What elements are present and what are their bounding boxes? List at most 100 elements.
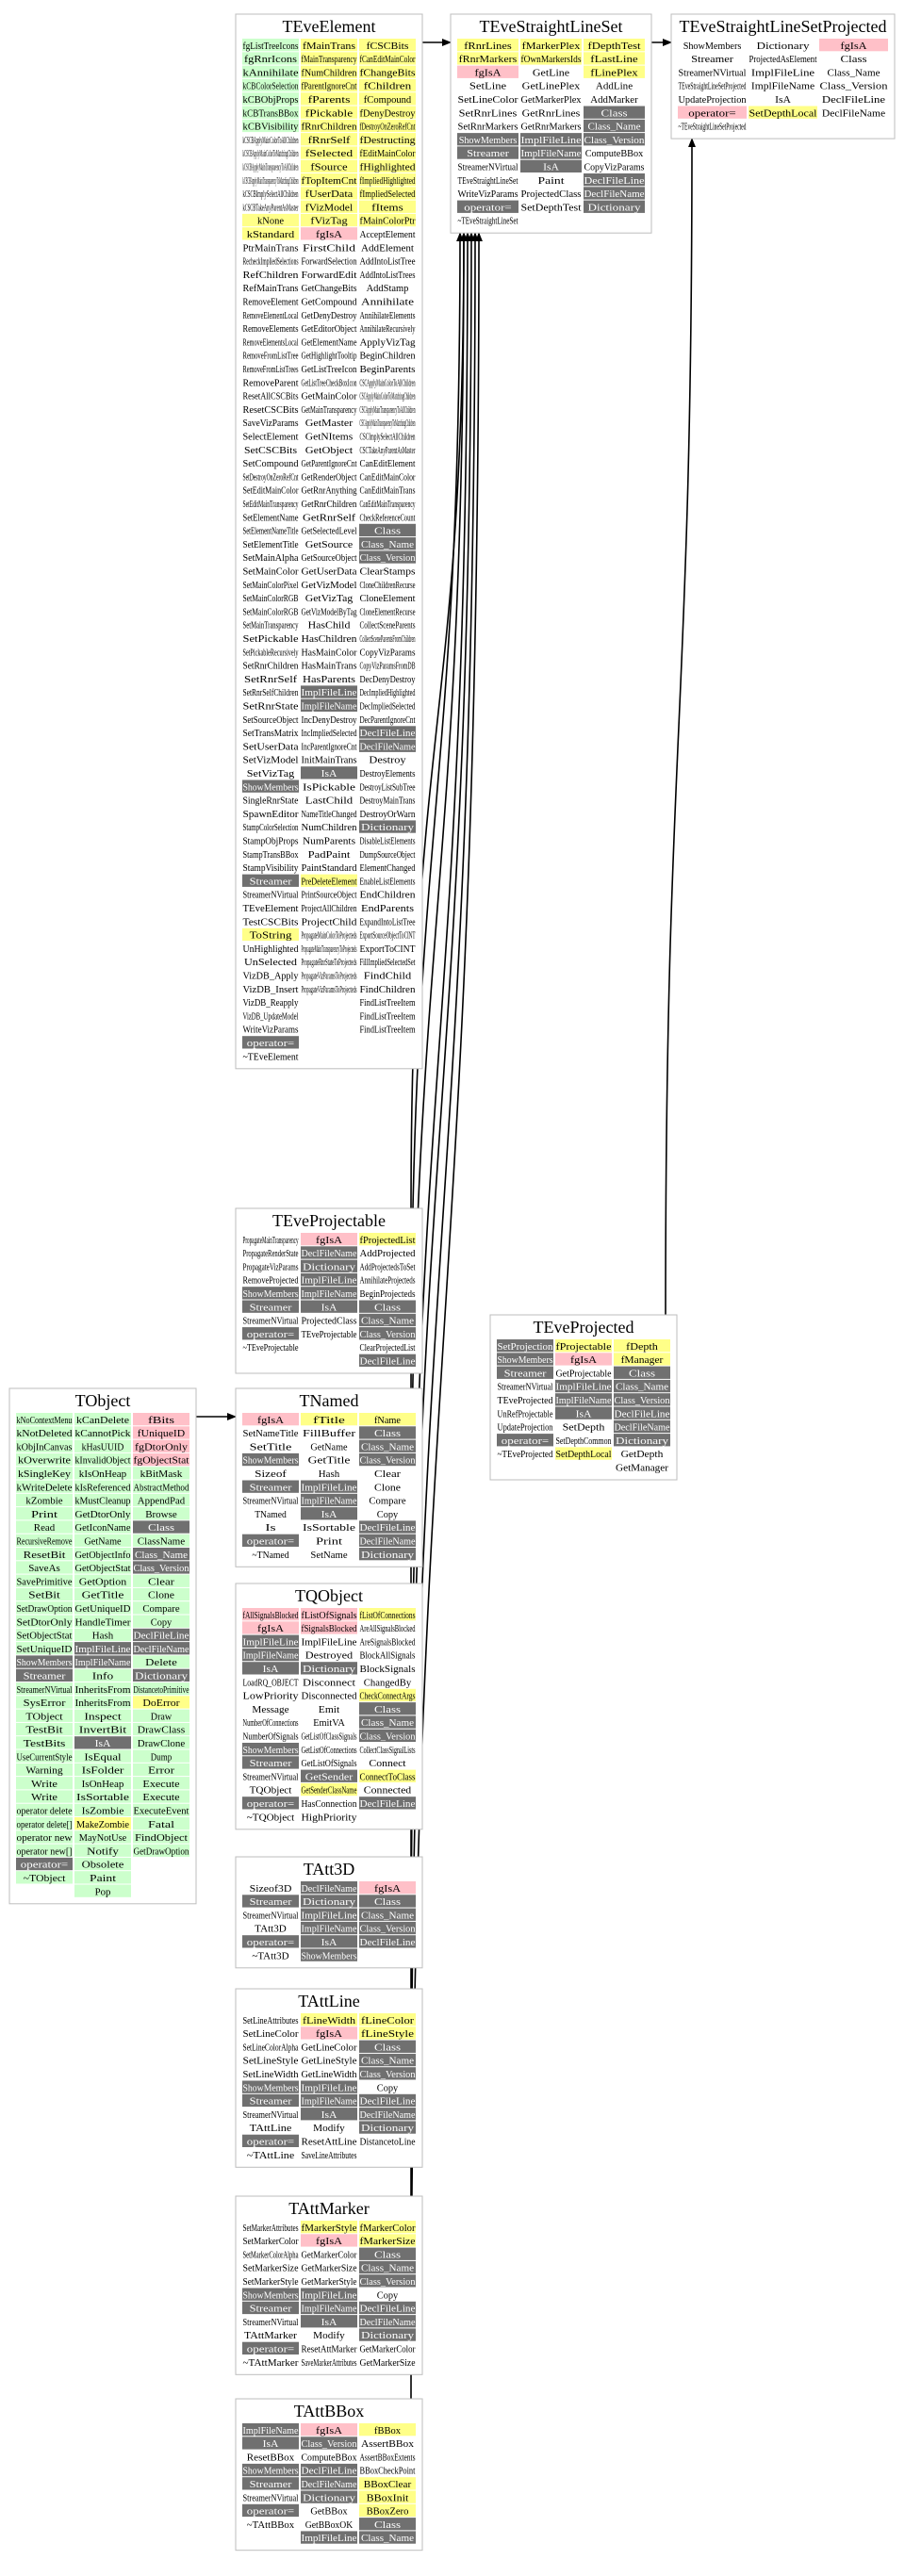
member-entry[interactable]: kSingleKey	[18, 1468, 72, 1480]
member-entry[interactable]: ImplFileLine	[302, 2289, 357, 2301]
member-entry[interactable]: fDestroyOnZeroRefCnt	[360, 122, 416, 133]
member-entry[interactable]: fTitle	[313, 1415, 345, 1426]
member-entry[interactable]: kNoContextMenu	[17, 1415, 73, 1426]
member-entry[interactable]: GetName	[84, 1536, 121, 1548]
member-entry[interactable]: VizDB_Reapply	[243, 997, 299, 1009]
member-entry[interactable]: GetSender	[305, 1771, 354, 1782]
member-entry[interactable]: Sizeof3D	[250, 1883, 292, 1895]
member-entry[interactable]: IsEqual	[84, 1751, 121, 1763]
member-entry[interactable]: GetMaster	[305, 418, 354, 429]
member-entry[interactable]: SetMainColorRGB	[243, 606, 299, 617]
member-entry[interactable]: fLinePlex	[590, 67, 638, 78]
member-entry[interactable]: Dictionary	[135, 1671, 189, 1682]
member-entry[interactable]: Pop	[95, 1886, 111, 1897]
member-entry[interactable]: Fatal	[148, 1819, 174, 1830]
member-entry[interactable]: ImplFileLine	[302, 1482, 357, 1493]
member-entry[interactable]: LowPriority	[243, 1691, 300, 1702]
member-entry[interactable]: fRnrChildren	[302, 122, 357, 133]
member-entry[interactable]: CopyVizParams	[360, 647, 416, 658]
member-entry[interactable]: Class	[374, 1704, 401, 1715]
member-entry[interactable]: AnnihilateRecursively	[360, 323, 416, 335]
member-entry[interactable]: fHighlighted	[360, 162, 417, 173]
member-entry[interactable]: ImplFileName	[556, 1395, 612, 1406]
member-entry[interactable]: Class_Version	[360, 1731, 416, 1743]
member-entry[interactable]: ResetAttLine	[302, 2137, 357, 2148]
member-entry[interactable]: GetDtorOnly	[75, 1509, 132, 1520]
member-entry[interactable]: IsA	[775, 94, 791, 106]
member-entry[interactable]: fSelected	[305, 148, 354, 159]
member-entry[interactable]: IsA	[321, 2109, 337, 2121]
member-entry[interactable]: StreamerNVirtual	[498, 1382, 553, 1393]
member-entry[interactable]: TEveElement	[243, 903, 299, 914]
member-entry[interactable]: HandleTimer	[75, 1616, 131, 1628]
member-entry[interactable]: GetVizModelByTag	[302, 606, 357, 617]
member-entry[interactable]: GetTitle	[308, 1455, 351, 1467]
member-entry[interactable]: Class_Name	[361, 2056, 414, 2067]
member-entry[interactable]: Class	[374, 2042, 401, 2053]
member-entry[interactable]: ForwardEdit	[302, 270, 357, 281]
member-entry[interactable]: Class_Name	[616, 1382, 668, 1393]
member-entry[interactable]: operator=	[247, 1536, 294, 1548]
member-entry[interactable]: GetLineStyle	[302, 2056, 357, 2067]
member-entry[interactable]: ~TAttMarker	[243, 2357, 299, 2369]
member-entry[interactable]: RemoveParent	[243, 377, 299, 388]
member-entry[interactable]: fUserData	[305, 189, 354, 200]
member-entry[interactable]: Copy	[377, 2082, 399, 2093]
member-entry[interactable]: fgIsA	[316, 229, 342, 240]
member-entry[interactable]: IsSortable	[303, 1522, 355, 1534]
member-entry[interactable]: RemoveElement	[243, 297, 299, 308]
member-entry[interactable]: SetBit	[28, 1590, 60, 1601]
member-entry[interactable]: GetName	[310, 1441, 347, 1452]
member-entry[interactable]: Class	[841, 54, 867, 65]
member-entry[interactable]: Copy	[151, 1616, 173, 1628]
member-entry[interactable]: ImplFileName	[751, 81, 814, 92]
member-entry[interactable]: DeclFileLine	[822, 94, 885, 106]
member-entry[interactable]: GetElementName	[302, 336, 357, 348]
member-entry[interactable]: SetEditMainTransparency	[243, 499, 299, 510]
member-entry[interactable]: CollectClassSignalLists	[360, 1745, 416, 1756]
member-entry[interactable]: StreamerNVirtual	[17, 1684, 73, 1696]
member-entry[interactable]: CanEditElement	[360, 458, 416, 469]
member-entry[interactable]: HasParents	[303, 674, 355, 685]
member-entry[interactable]: IncDenyDestroy	[302, 714, 357, 726]
member-entry[interactable]: BBoxInit	[367, 2492, 409, 2503]
member-entry[interactable]: operator=	[247, 2506, 294, 2518]
member-entry[interactable]: fChangeBits	[360, 67, 416, 78]
member-entry[interactable]: Class_Name	[361, 1441, 414, 1452]
member-entry[interactable]: fMarkerPlex	[522, 41, 581, 52]
member-entry[interactable]: EmitVA	[313, 1717, 345, 1729]
member-entry[interactable]: GetMarkerStyle	[302, 2276, 357, 2288]
member-entry[interactable]: Class_Version	[134, 1563, 189, 1574]
member-entry[interactable]: SetElementNameTitle	[243, 526, 299, 537]
member-entry[interactable]: ComputeBBox	[302, 2452, 357, 2463]
member-entry[interactable]: SetTitle	[250, 1441, 292, 1452]
member-entry[interactable]: DeclFileName	[134, 1644, 189, 1655]
member-entry[interactable]: FillBuffer	[303, 1428, 355, 1439]
member-entry[interactable]: Dictionary	[361, 2123, 415, 2134]
member-entry[interactable]: TEveProjected	[498, 1395, 553, 1406]
member-entry[interactable]: PropagateVizParamsToProjecteds	[302, 984, 357, 995]
member-entry[interactable]: DeclFileName	[360, 1536, 416, 1548]
member-entry[interactable]: ImplFileName	[75, 1657, 131, 1668]
member-entry[interactable]: kCSCBApplyMainColorToAllChildren	[243, 135, 299, 146]
member-entry[interactable]: Class	[629, 1368, 655, 1379]
member-entry[interactable]: ExpandIntoListTree	[360, 916, 416, 927]
member-entry[interactable]: CollectSceneParents	[360, 620, 416, 632]
member-entry[interactable]: ProjectChild	[302, 916, 358, 927]
member-entry[interactable]: SaveVizParams	[243, 418, 299, 429]
member-entry[interactable]: Class_Name	[361, 2263, 414, 2274]
member-entry[interactable]: ImplFileName	[302, 1496, 357, 1507]
member-entry[interactable]: kObjInCanvas	[17, 1441, 73, 1452]
member-entry[interactable]: fListOfConnections	[360, 1610, 416, 1621]
member-entry[interactable]: fMainTransparency	[302, 54, 357, 65]
member-entry[interactable]: fDepthTest	[588, 41, 641, 52]
member-entry[interactable]: FindChildren	[360, 984, 416, 995]
member-entry[interactable]: ImplFileLine	[243, 1636, 299, 1648]
member-entry[interactable]: GetSelectedLevel	[302, 526, 357, 537]
member-entry[interactable]: GetObjectStat	[75, 1563, 131, 1574]
member-entry[interactable]: SaveAs	[28, 1563, 60, 1574]
member-entry[interactable]: CopyVizParamsFromDB	[360, 661, 416, 672]
member-entry[interactable]: CSCApplyMainTransparencyToAllChildren	[360, 404, 416, 416]
member-entry[interactable]: SetRnrChildren	[243, 661, 299, 672]
member-entry[interactable]: BBoxClear	[364, 2479, 412, 2490]
